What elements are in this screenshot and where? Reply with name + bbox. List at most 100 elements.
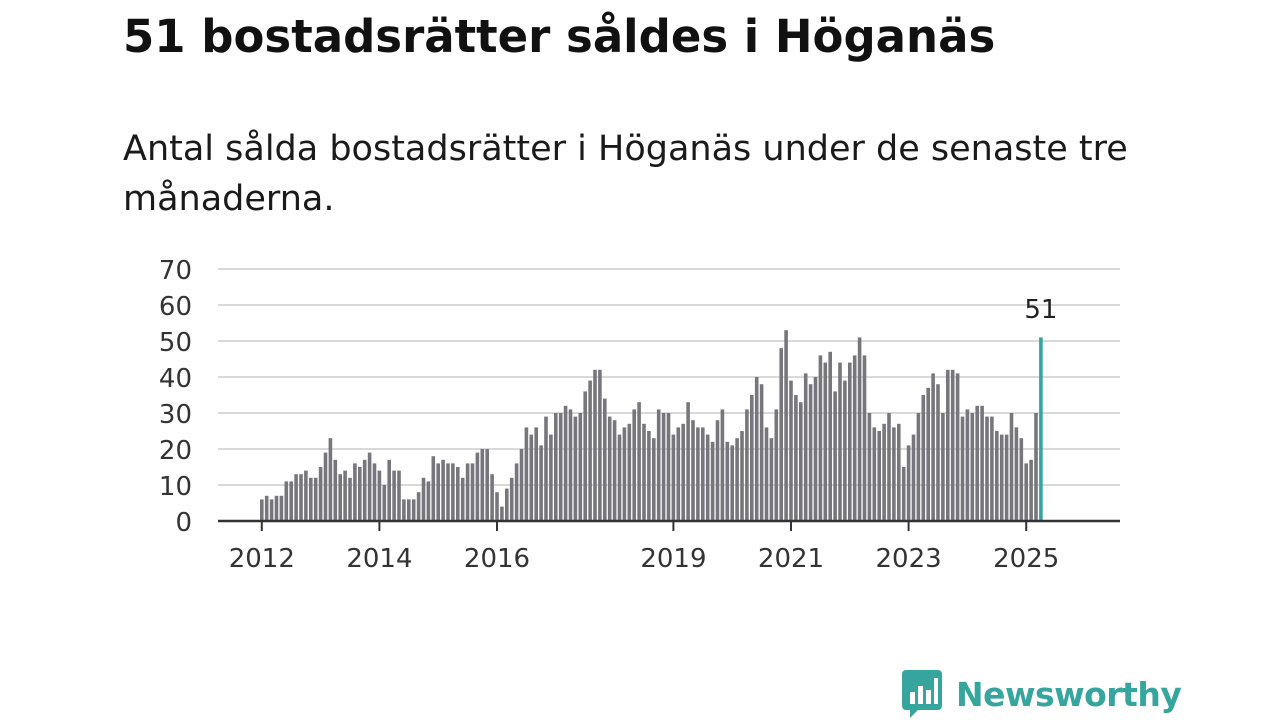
bar (377, 470, 382, 521)
bar (495, 492, 499, 521)
highlight-bar (1039, 337, 1043, 521)
bar (941, 413, 945, 521)
bar (294, 474, 298, 521)
bar (882, 423, 886, 521)
bar (593, 369, 597, 521)
bar (745, 409, 749, 521)
bar (754, 377, 759, 521)
bar (995, 431, 999, 521)
bar (872, 427, 877, 521)
bar (387, 459, 391, 521)
bar (578, 413, 583, 521)
newsworthy-logo: Newsworthy (902, 670, 1182, 718)
bar-chart: 0 10 20 30 40 50 60 70 2012 2014 2016 2019 2021 2023 2… (159, 256, 1120, 574)
bar (985, 416, 989, 521)
bar (524, 427, 529, 521)
bar (750, 395, 754, 521)
bar (318, 467, 323, 521)
bar (828, 351, 832, 521)
bar (534, 427, 538, 521)
bar (696, 427, 700, 521)
y-tick-label: 30 (159, 400, 192, 430)
bar (573, 416, 578, 521)
bar (1029, 459, 1033, 521)
bar (509, 477, 514, 521)
bar (1019, 438, 1024, 521)
bar (843, 380, 847, 521)
bar (701, 427, 705, 521)
bar (857, 337, 862, 521)
bar (705, 434, 710, 521)
x-tick-label: 2016 (464, 544, 530, 574)
bar (652, 438, 656, 521)
y-tick-label: 10 (159, 472, 192, 502)
y-tick-label: 60 (159, 292, 192, 322)
bar (622, 427, 627, 521)
bar (823, 362, 828, 521)
bar (529, 434, 534, 521)
bar (313, 477, 318, 521)
bar (358, 467, 362, 521)
bar (402, 499, 406, 521)
bar (637, 402, 641, 521)
bar (470, 463, 475, 521)
bar (607, 416, 612, 521)
bar (583, 391, 587, 521)
y-tick-label: 0 (175, 508, 192, 538)
bar (676, 427, 681, 521)
bar (632, 409, 636, 521)
bar (647, 431, 651, 521)
bar (691, 420, 695, 521)
y-tick-label: 50 (159, 328, 192, 358)
bar (269, 499, 274, 521)
bar (867, 413, 872, 521)
bar (710, 441, 715, 521)
bar (446, 463, 450, 521)
x-tick-label: 2019 (640, 544, 706, 574)
bar (990, 416, 994, 521)
bar (916, 413, 921, 521)
bar (441, 459, 445, 521)
bar (549, 434, 553, 521)
x-tick-label: 2021 (758, 544, 824, 574)
bar (289, 481, 293, 521)
bar (328, 438, 333, 521)
bar (803, 373, 808, 521)
bar (794, 395, 798, 521)
bar (666, 413, 671, 521)
bar (980, 405, 984, 521)
bar (299, 474, 303, 521)
bar (617, 434, 622, 521)
bar (720, 409, 725, 521)
bar (1014, 427, 1019, 521)
bar (274, 495, 279, 521)
bar (451, 463, 455, 521)
bar (1034, 413, 1038, 521)
chart-title: 51 bostadsrätter såldes i Höganäs (123, 10, 996, 63)
bar (260, 499, 264, 521)
bar (372, 463, 377, 521)
bar (852, 355, 857, 521)
bar (362, 459, 367, 521)
bar (431, 456, 436, 521)
bar (367, 452, 372, 521)
bar (568, 409, 573, 521)
bar (759, 384, 764, 521)
bar (490, 474, 494, 521)
bar (436, 463, 440, 521)
bar (333, 459, 338, 521)
y-tick-label: 20 (159, 436, 192, 466)
bar (808, 384, 813, 521)
bar (906, 445, 911, 521)
bar (833, 391, 837, 521)
x-tick-label: 2012 (229, 544, 295, 574)
bar (965, 409, 970, 521)
bar (735, 438, 739, 521)
bar (323, 452, 328, 521)
bar (460, 477, 465, 521)
logo-text: Newsworthy (956, 674, 1182, 714)
bar (813, 377, 818, 521)
bar (960, 416, 965, 521)
x-tick-label: 2025 (993, 544, 1059, 574)
bar (1004, 434, 1009, 521)
